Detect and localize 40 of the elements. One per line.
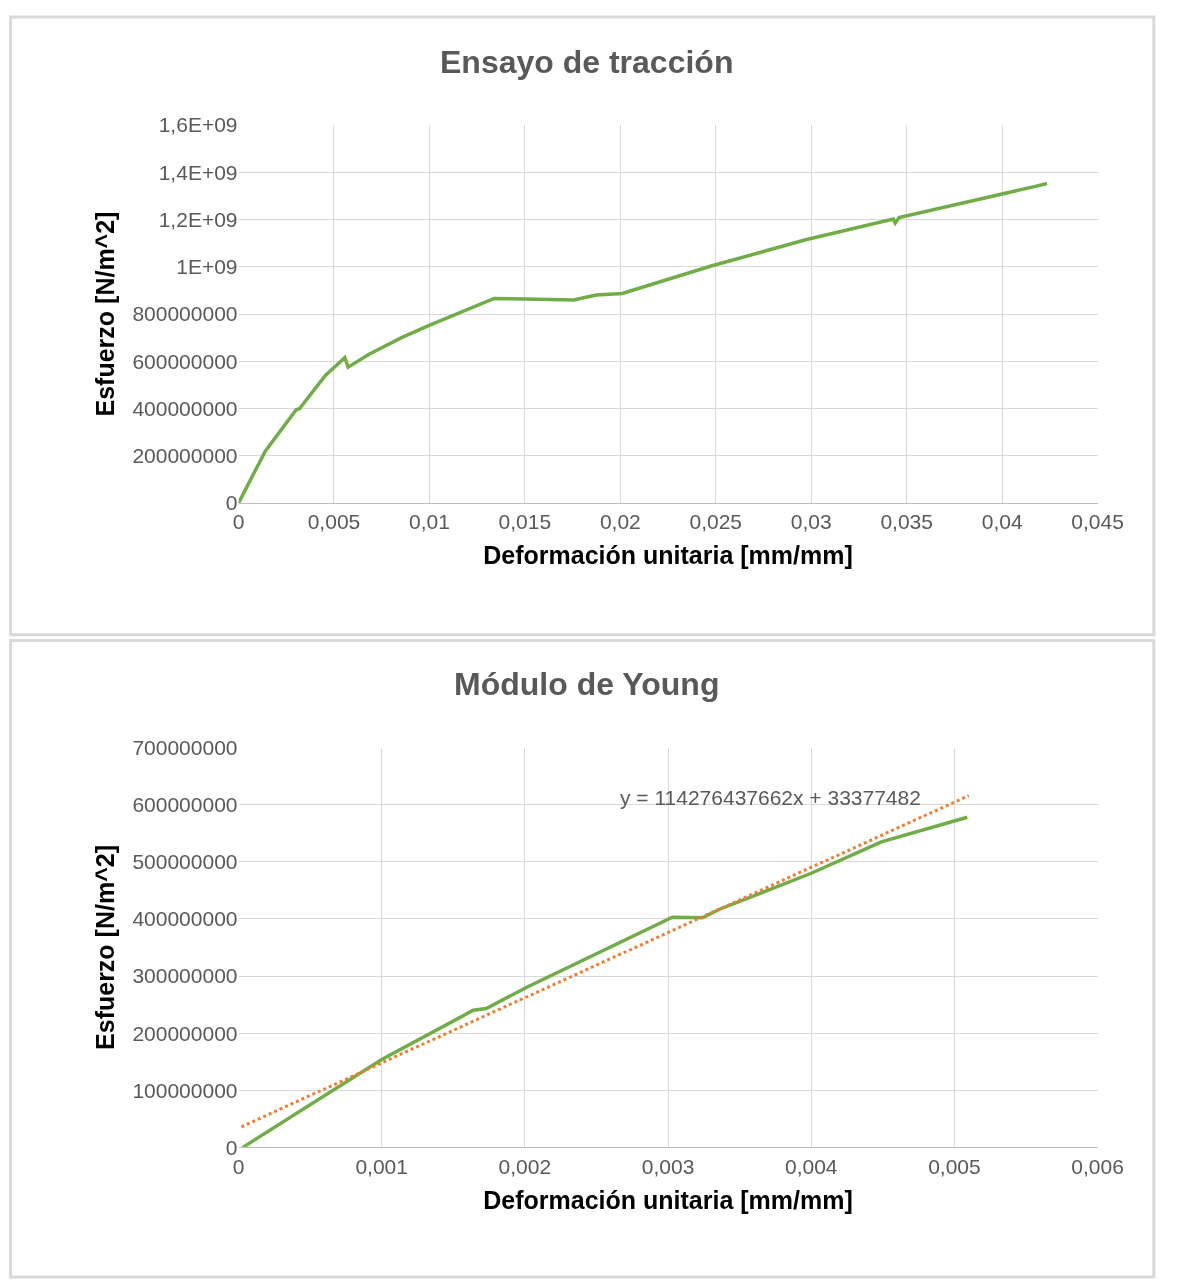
x-tick-label: 0,025 bbox=[689, 510, 743, 534]
y-tick-label: 600000000 bbox=[132, 349, 238, 373]
y-tick-label: 300000000 bbox=[132, 964, 238, 988]
x-tick-label: 0,003 bbox=[641, 1154, 695, 1178]
x-tick-label: 0,03 bbox=[790, 510, 832, 534]
x-tick-label: 0,004 bbox=[784, 1154, 838, 1178]
chart-title: Módulo de Young bbox=[454, 666, 720, 702]
x-tick-label: 0,02 bbox=[599, 510, 641, 534]
y-tick-label: 600000000 bbox=[132, 793, 238, 817]
x-axis-title: Deformación unitaria [mm/mm] bbox=[483, 541, 853, 570]
x-tick-label: 0,015 bbox=[498, 510, 552, 534]
y-tick-label: 400000000 bbox=[132, 396, 238, 420]
y-axis-title: Esfuerzo [N/m^2] bbox=[91, 211, 120, 417]
y-tick-label: 400000000 bbox=[132, 907, 238, 931]
y-tick-label: 700000000 bbox=[132, 735, 238, 759]
y-tick-label: 1,6E+09 bbox=[158, 113, 238, 137]
x-tick-label: 0,005 bbox=[928, 1154, 981, 1178]
y-tick-label: 200000000 bbox=[132, 1021, 238, 1045]
y-tick-label: 0 bbox=[225, 1135, 238, 1159]
x-tick-label: 0,04 bbox=[981, 510, 1023, 534]
y-tick-label: 1,4E+09 bbox=[158, 160, 238, 184]
y-tick-label: 200000000 bbox=[132, 444, 238, 468]
x-tick-label: 0,006 bbox=[1071, 1154, 1124, 1178]
y-tick-label: 500000000 bbox=[132, 850, 238, 874]
y-tick-label: 0 bbox=[225, 491, 238, 515]
y-tick-label: 100000000 bbox=[132, 1078, 238, 1102]
line-series bbox=[238, 181, 1049, 504]
x-tick-label: 0,005 bbox=[307, 510, 361, 534]
x-tick-label: 0,045 bbox=[1071, 510, 1124, 534]
y-tick-label: 800000000 bbox=[132, 302, 238, 326]
x-tick-label: 0,001 bbox=[355, 1154, 408, 1178]
x-tick-label: 0,01 bbox=[409, 510, 450, 534]
chart-title: Ensayo de tracción bbox=[440, 44, 734, 80]
y-tick-label: 1,2E+09 bbox=[158, 207, 238, 231]
x-tick-label: 0,035 bbox=[880, 510, 933, 534]
y-tick-label: 1E+09 bbox=[176, 255, 238, 279]
x-axis-title: Deformación unitaria [mm/mm] bbox=[483, 1185, 853, 1214]
annotation: y = 114276437662x + 33377482 bbox=[620, 786, 921, 809]
y-axis-title: Esfuerzo [N/m^2] bbox=[91, 845, 120, 1050]
x-tick-label: 0,002 bbox=[498, 1154, 552, 1178]
